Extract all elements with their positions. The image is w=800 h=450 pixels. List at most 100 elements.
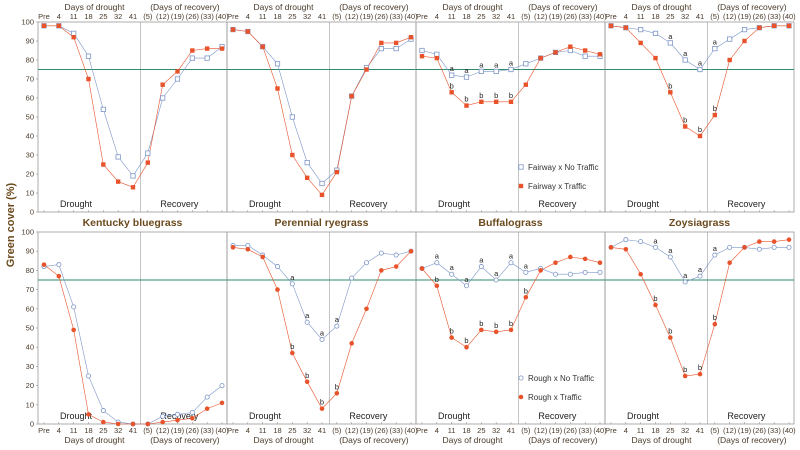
point-no-traffic bbox=[756, 246, 762, 252]
point-no-traffic bbox=[786, 244, 792, 250]
point-no-traffic bbox=[189, 55, 195, 61]
point-traffic bbox=[379, 268, 384, 273]
point-no-traffic bbox=[597, 269, 603, 275]
x-tick-label-top: (33) bbox=[389, 12, 403, 21]
point-no-traffic bbox=[319, 180, 325, 187]
point-no-traffic bbox=[100, 106, 106, 112]
legend-label: Rough x No Traffic bbox=[528, 374, 594, 383]
sig-letter: a bbox=[668, 32, 673, 41]
point-traffic bbox=[260, 254, 265, 260]
point-traffic bbox=[115, 179, 121, 184]
x-tick-label-bottom: 4 bbox=[246, 426, 250, 435]
x-tick-label-bottom: (12) bbox=[345, 426, 359, 435]
x-tick-label-top: 11 bbox=[70, 12, 78, 21]
sig-letter: a bbox=[653, 236, 658, 245]
x-tick-label-bottom: (26) bbox=[186, 426, 200, 435]
x-tick-label-top: (26) bbox=[564, 12, 578, 21]
x-tick-label-bottom: (33) bbox=[767, 426, 781, 435]
sig-letter: a bbox=[494, 269, 499, 278]
y-tick-label: 80 bbox=[26, 266, 34, 275]
sig-letter: a bbox=[335, 315, 340, 324]
x-title-recovery-bottom: (Days of recovery) bbox=[528, 435, 598, 445]
panel-fairway-zoysiagrass: Drought Recovery a b a b a b a b bbox=[604, 21, 795, 213]
point-traffic bbox=[145, 160, 151, 165]
point-traffic bbox=[623, 246, 629, 252]
point-traffic bbox=[175, 69, 180, 74]
point-traffic bbox=[204, 46, 210, 51]
point-traffic bbox=[190, 415, 195, 421]
point-no-traffic bbox=[652, 30, 659, 37]
point-no-traffic bbox=[523, 61, 529, 67]
x-tick-label-top: 41 bbox=[507, 12, 515, 21]
point-traffic bbox=[56, 273, 62, 279]
y-tick-label: 0 bbox=[30, 420, 34, 429]
panel-rough-perennial-ryegrass: Drought Recovery a b a b a b a b bbox=[226, 231, 417, 425]
x-tick-label-bottom: Pre bbox=[416, 426, 428, 435]
point-traffic bbox=[464, 344, 469, 350]
phase-label-drought: Drought bbox=[249, 411, 282, 421]
point-traffic bbox=[727, 260, 732, 266]
x-tick-label-bottom: 4 bbox=[435, 426, 439, 435]
x-tick-label-top: (5) bbox=[521, 12, 531, 21]
point-no-traffic bbox=[463, 74, 470, 80]
sig-letter: a bbox=[683, 271, 688, 280]
x-tick-label-top: Pre bbox=[416, 12, 428, 21]
point-no-traffic bbox=[449, 72, 455, 78]
x-tick-label-top: (40) bbox=[782, 12, 796, 21]
x-tick-label-top: Pre bbox=[227, 12, 239, 21]
point-traffic bbox=[449, 335, 454, 340]
point-traffic bbox=[568, 44, 573, 49]
x-tick-label-top: 25 bbox=[666, 12, 674, 21]
point-traffic bbox=[71, 35, 76, 40]
x-tick-label-bottom: 25 bbox=[288, 426, 296, 435]
x-tick-label-top: (40) bbox=[215, 12, 229, 21]
y-tick-label: 10 bbox=[26, 189, 34, 198]
point-traffic bbox=[275, 287, 280, 292]
panel-rough-buffalograss: Drought Recovery a b a b a b a b a b a b a b bbox=[415, 231, 606, 425]
point-no-traffic bbox=[712, 46, 718, 52]
panel-frame bbox=[37, 231, 228, 425]
point-traffic bbox=[712, 321, 718, 327]
x-tick-label-bottom: (33) bbox=[578, 426, 592, 435]
point-no-traffic bbox=[567, 271, 573, 277]
point-no-traffic bbox=[56, 262, 62, 268]
point-no-traffic bbox=[219, 383, 225, 389]
x-tick-label-top: 25 bbox=[99, 12, 107, 21]
x-tick-label-bottom: 4 bbox=[624, 426, 628, 435]
point-no-traffic bbox=[160, 413, 166, 419]
grass-title: Kentucky bluegrass bbox=[83, 217, 183, 229]
point-traffic bbox=[493, 329, 499, 335]
point-no-traffic bbox=[508, 66, 514, 73]
sig-letter: a bbox=[320, 329, 325, 338]
point-traffic bbox=[582, 48, 588, 53]
point-traffic bbox=[464, 103, 469, 108]
series-line-traffic bbox=[610, 239, 790, 377]
sig-letter: b bbox=[450, 327, 454, 336]
sig-letter: b bbox=[713, 104, 717, 113]
x-tick-label-top: (33) bbox=[767, 12, 781, 21]
sig-letter: b bbox=[464, 95, 468, 104]
x-title-drought-top: Days of drought bbox=[631, 2, 692, 12]
point-no-traffic bbox=[478, 68, 484, 74]
x-tick-label-bottom: (33) bbox=[389, 426, 403, 435]
x-tick-label-bottom: (26) bbox=[564, 426, 578, 435]
point-traffic bbox=[757, 239, 762, 244]
point-no-traffic bbox=[582, 53, 588, 59]
x-tick-label-bottom: (5) bbox=[143, 426, 153, 435]
y-tick-label: 50 bbox=[26, 324, 34, 333]
x-tick-label-bottom: 11 bbox=[448, 426, 456, 435]
sig-letter: a bbox=[713, 244, 718, 253]
point-no-traffic bbox=[393, 46, 399, 52]
phase-label-recovery: Recovery bbox=[538, 199, 577, 209]
x-tick-label-top: 25 bbox=[477, 12, 485, 21]
point-traffic bbox=[230, 27, 236, 32]
point-traffic bbox=[771, 239, 777, 244]
point-traffic bbox=[190, 48, 195, 53]
point-traffic bbox=[419, 266, 425, 271]
point-traffic bbox=[41, 23, 47, 28]
y-tick-label: 100 bbox=[21, 228, 34, 237]
sig-letter: b bbox=[450, 81, 454, 90]
x-tick-label-bottom: 32 bbox=[114, 426, 122, 435]
x-title-recovery-top: (Days of recovery) bbox=[528, 2, 598, 12]
